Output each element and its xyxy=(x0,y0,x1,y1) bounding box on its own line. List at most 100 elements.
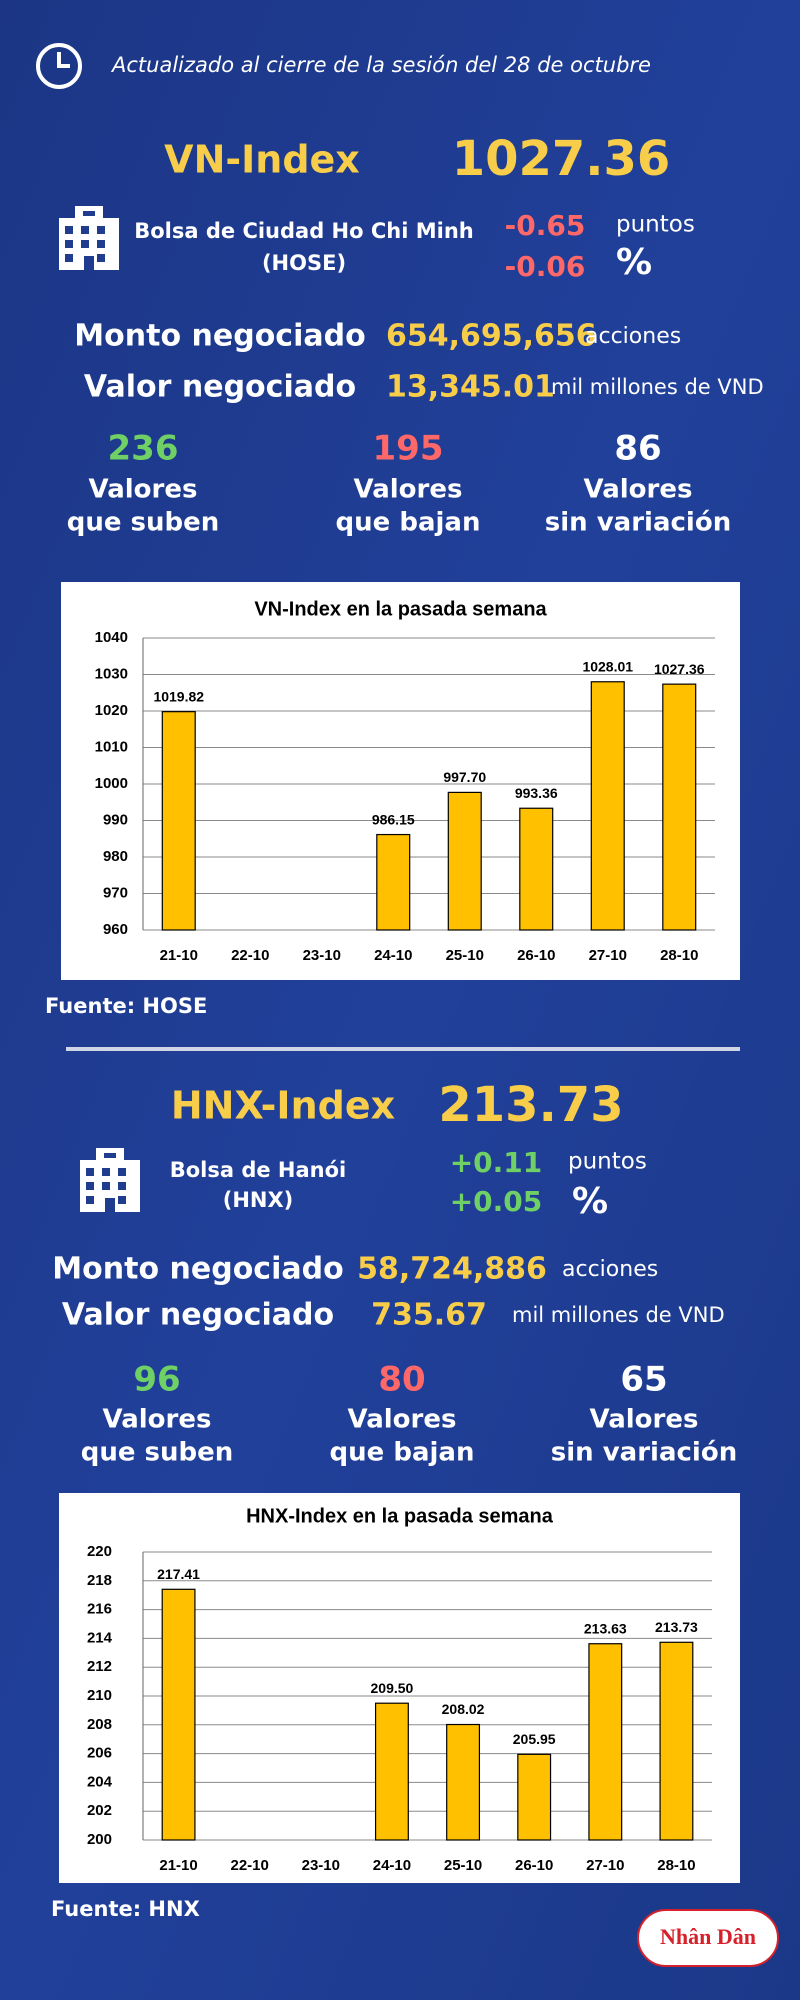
stat-count: 195 xyxy=(373,429,444,469)
bar xyxy=(374,1702,409,1841)
traded-value: 13,345.01 xyxy=(386,370,555,405)
x-tick-label: 22-10 xyxy=(231,1857,269,1874)
stat-label: que bajan xyxy=(330,1438,475,1468)
x-tick-label: 28-10 xyxy=(657,1857,695,1874)
stat-label: Valores xyxy=(103,1405,212,1435)
data-label: 1019.82 xyxy=(153,688,204,704)
index-value: 213.73 xyxy=(438,1077,623,1133)
chart-title: HNX-Index en la pasada semana xyxy=(246,1505,554,1527)
bar xyxy=(446,1723,481,1841)
data-label: 1027.36 xyxy=(654,661,705,677)
stat-count: 96 xyxy=(133,1360,180,1400)
change-points: +0.11 xyxy=(450,1146,543,1179)
y-tick-label: 220 xyxy=(87,1543,112,1560)
y-tick-label: 970 xyxy=(103,884,128,901)
y-tick-label: 208 xyxy=(87,1716,112,1733)
index-value: 1027.36 xyxy=(452,131,671,187)
stat-count: 86 xyxy=(614,429,661,469)
data-label: 205.95 xyxy=(513,1731,556,1747)
stat-label: que suben xyxy=(81,1438,234,1468)
change-points: -0.65 xyxy=(505,209,586,242)
x-tick-label: 23-10 xyxy=(302,1857,340,1874)
data-label: 208.02 xyxy=(442,1701,485,1717)
data-label: 217.41 xyxy=(157,1566,200,1582)
x-tick-label: 21-10 xyxy=(159,1857,197,1874)
y-tick-label: 1040 xyxy=(95,629,128,646)
x-tick-label: 28-10 xyxy=(660,947,698,964)
source: Fuente: HNX xyxy=(51,1897,200,1921)
bar xyxy=(517,1753,552,1841)
value-unit: mil millones de VND xyxy=(512,1303,725,1327)
bar xyxy=(447,791,482,931)
y-tick-label: 218 xyxy=(87,1572,112,1589)
y-tick-label: 980 xyxy=(103,848,128,865)
clock-icon xyxy=(36,43,82,89)
traded-value: 735.67 xyxy=(371,1298,487,1333)
x-tick-label: 24-10 xyxy=(373,1857,411,1874)
exchange-code: (HNX) xyxy=(223,1188,294,1212)
y-tick-label: 960 xyxy=(103,921,128,938)
bar xyxy=(161,711,196,931)
bar xyxy=(662,683,697,931)
stat-label: Valores xyxy=(354,475,463,505)
x-tick-label: 23-10 xyxy=(303,947,341,964)
y-tick-label: 1010 xyxy=(95,738,128,755)
stat-count: 65 xyxy=(620,1360,667,1400)
percent-unit: % xyxy=(616,242,652,283)
source: Fuente: HOSE xyxy=(45,994,207,1018)
stat-label: sin variación xyxy=(545,508,731,538)
y-tick-label: 212 xyxy=(87,1658,112,1675)
x-tick-label: 26-10 xyxy=(515,1857,553,1874)
x-tick-label: 25-10 xyxy=(444,1857,482,1874)
change-percent: -0.06 xyxy=(505,250,586,283)
value-label: Valor negociado xyxy=(62,1298,334,1333)
y-tick-label: 1030 xyxy=(95,665,128,682)
volume: 58,724,886 xyxy=(357,1252,547,1287)
data-label: 986.15 xyxy=(372,811,415,827)
exchange-name: Bolsa de Hanói xyxy=(170,1158,347,1182)
index-name: VN-Index xyxy=(164,138,360,182)
change-percent: +0.05 xyxy=(450,1185,543,1218)
y-tick-label: 210 xyxy=(87,1687,112,1704)
x-tick-label: 27-10 xyxy=(589,947,627,964)
logo: Nhân Dân xyxy=(660,1924,756,1949)
stat-count: 236 xyxy=(108,429,179,469)
x-tick-label: 25-10 xyxy=(446,947,484,964)
stat-label: sin variación xyxy=(551,1438,737,1468)
points-unit: puntos xyxy=(568,1149,647,1175)
bar xyxy=(659,1641,694,1841)
stat-label: Valores xyxy=(590,1405,699,1435)
bar xyxy=(519,807,554,931)
y-tick-label: 202 xyxy=(87,1802,112,1819)
volume-label: Monto negociado xyxy=(74,319,365,354)
bar xyxy=(376,833,411,931)
data-label: 209.50 xyxy=(371,1680,414,1696)
y-tick-label: 200 xyxy=(87,1831,112,1848)
volume: 654,695,656 xyxy=(386,319,597,354)
stat-label: Valores xyxy=(348,1405,457,1435)
y-tick-label: 990 xyxy=(103,811,128,828)
points-unit: puntos xyxy=(616,212,695,238)
stat-count: 80 xyxy=(378,1360,425,1400)
volume-label: Monto negociado xyxy=(52,1252,343,1287)
exchange-name: Bolsa de Ciudad Ho Chi Minh xyxy=(134,219,474,243)
bar xyxy=(161,1588,196,1841)
y-tick-label: 204 xyxy=(87,1773,113,1790)
chart-title: VN-Index en la pasada semana xyxy=(254,598,547,620)
stat-label: Valores xyxy=(584,475,693,505)
update-note: Actualizado al cierre de la sesión del 2… xyxy=(110,53,651,77)
data-label: 213.73 xyxy=(655,1619,698,1635)
x-tick-label: 22-10 xyxy=(231,947,269,964)
y-tick-label: 1020 xyxy=(95,702,128,719)
percent-unit: % xyxy=(572,1181,608,1222)
x-tick-label: 27-10 xyxy=(586,1857,624,1874)
data-label: 993.36 xyxy=(515,785,558,801)
value-label: Valor negociado xyxy=(84,370,356,405)
exchange-code: (HOSE) xyxy=(262,251,346,275)
stat-label: que bajan xyxy=(336,508,481,538)
y-tick-label: 1000 xyxy=(95,775,128,792)
bar xyxy=(588,1643,623,1841)
data-label: 213.63 xyxy=(584,1620,627,1636)
volume-unit: acciones xyxy=(585,324,681,349)
y-tick-label: 214 xyxy=(87,1629,113,1646)
